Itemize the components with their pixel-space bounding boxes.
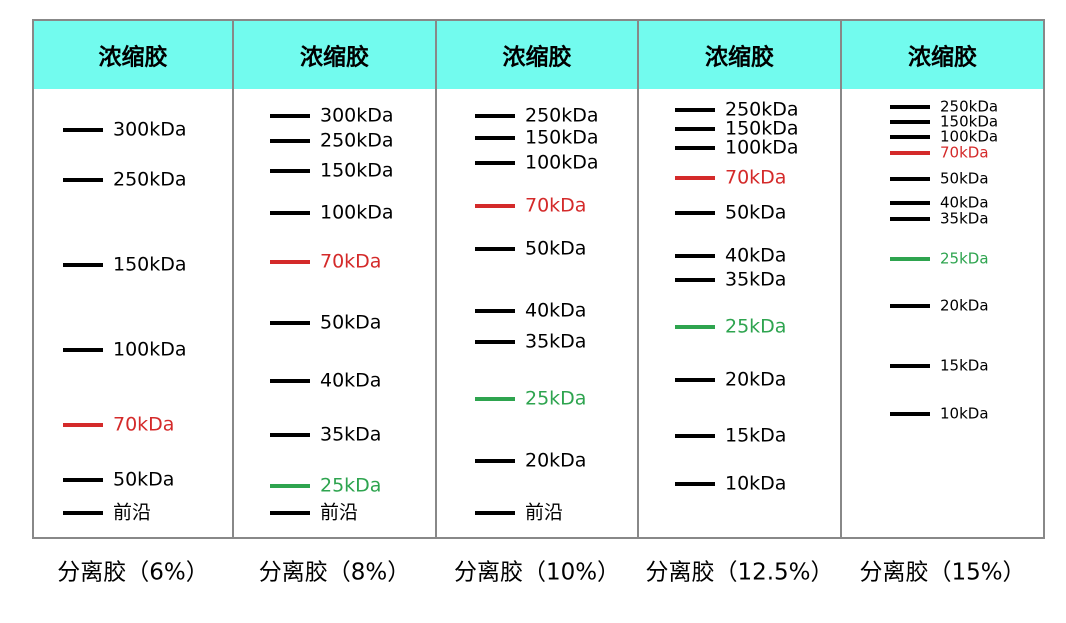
band-label: 100kDa <box>113 339 187 361</box>
band-label: 35kDa <box>320 424 381 446</box>
band-label: 70kDa <box>725 167 786 189</box>
band-label: 70kDa <box>525 195 586 217</box>
band-label: 前沿 <box>320 502 358 524</box>
band-label: 250kDa <box>725 99 799 121</box>
band-label: 300kDa <box>113 119 187 141</box>
band-label: 35kDa <box>940 210 989 228</box>
band-label: 250kDa <box>525 105 599 127</box>
band-label: 100kDa <box>525 152 599 174</box>
band-label: 40kDa <box>320 370 381 392</box>
column-footer: 分离胶（12.5%） <box>645 560 833 586</box>
band-label: 150kDa <box>525 127 599 149</box>
column-footer: 分离胶（6%） <box>57 560 209 586</box>
band-label: 70kDa <box>320 251 381 273</box>
band-label: 50kDa <box>525 238 586 260</box>
column-footer: 分离胶（15%） <box>859 560 1025 586</box>
band-label: 50kDa <box>113 469 174 491</box>
column-header: 浓缩胶 <box>300 44 369 71</box>
band-label: 250kDa <box>113 169 187 191</box>
band-label: 25kDa <box>320 475 381 497</box>
band-label: 50kDa <box>725 202 786 224</box>
column-header: 浓缩胶 <box>908 44 977 71</box>
header-row <box>33 20 1044 89</box>
band-label: 10kDa <box>940 405 989 423</box>
band-label: 150kDa <box>940 113 998 131</box>
band-label: 40kDa <box>525 300 586 322</box>
band-label: 25kDa <box>940 250 989 268</box>
column-header: 浓缩胶 <box>99 44 168 71</box>
band-label: 10kDa <box>725 473 786 495</box>
band-label: 20kDa <box>725 369 786 391</box>
band-label: 前沿 <box>525 502 563 524</box>
band-label: 前沿 <box>113 502 151 524</box>
column-header: 浓缩胶 <box>705 44 774 71</box>
band-label: 15kDa <box>940 357 989 375</box>
band-label: 35kDa <box>525 331 586 353</box>
band-label: 150kDa <box>725 118 799 140</box>
column-footer: 分离胶（8%） <box>259 560 411 586</box>
band-label: 25kDa <box>725 316 786 338</box>
band-label: 25kDa <box>525 388 586 410</box>
band-label: 100kDa <box>320 202 394 224</box>
band-label: 20kDa <box>525 450 586 472</box>
band-label: 40kDa <box>940 194 989 212</box>
band-label: 150kDa <box>113 254 187 276</box>
band-label: 100kDa <box>940 128 998 146</box>
column-footer: 分离胶（10%） <box>454 560 620 586</box>
band-label: 250kDa <box>320 130 394 152</box>
band-label: 40kDa <box>725 245 786 267</box>
table-border <box>32 19 1045 539</box>
band-label: 150kDa <box>320 160 394 182</box>
band-label: 300kDa <box>320 105 394 127</box>
band-label: 70kDa <box>940 144 989 162</box>
band-label: 250kDa <box>940 98 998 116</box>
column-header: 浓缩胶 <box>503 44 572 71</box>
band-label: 15kDa <box>725 425 786 447</box>
band-label: 70kDa <box>113 414 174 436</box>
band-label: 100kDa <box>725 137 799 159</box>
band-label: 35kDa <box>725 269 786 291</box>
band-label: 50kDa <box>940 170 989 188</box>
band-label: 50kDa <box>320 312 381 334</box>
band-label: 20kDa <box>940 297 989 315</box>
